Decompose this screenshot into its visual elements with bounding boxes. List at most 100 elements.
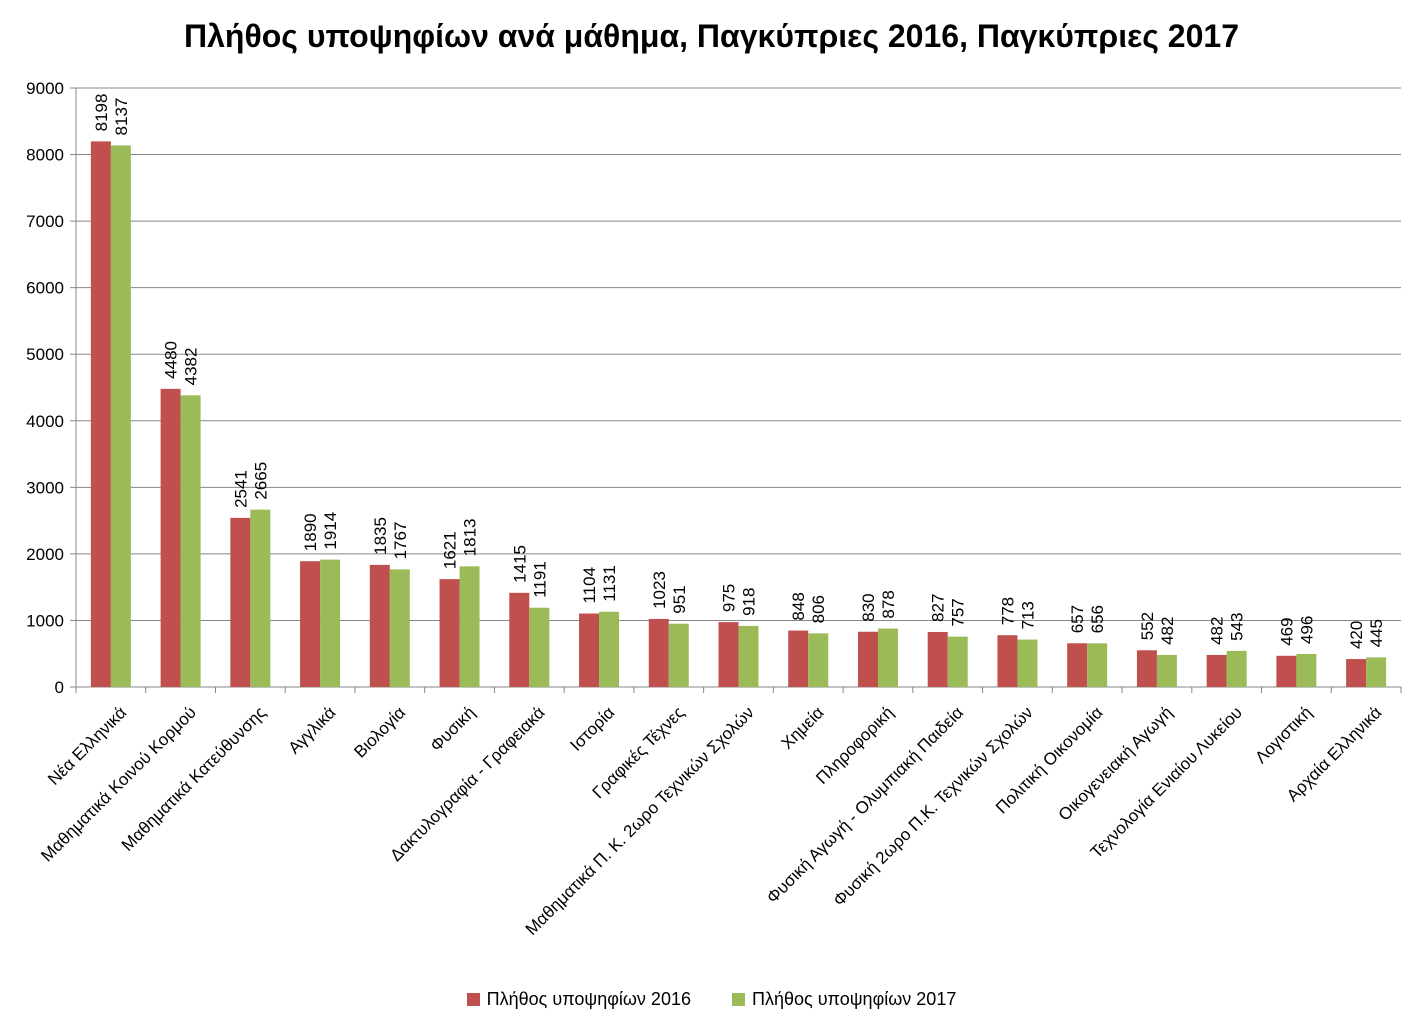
bar-2016 <box>927 631 948 687</box>
data-label-2016: 1621 <box>441 531 460 569</box>
data-label-2017: 1191 <box>530 561 549 598</box>
data-label-2017: 8137 <box>112 98 131 136</box>
data-label-2016: 848 <box>789 592 808 620</box>
data-label-2016: 482 <box>1208 617 1227 645</box>
x-tick-label: Χημεία <box>778 703 828 753</box>
bar-2016 <box>90 141 111 687</box>
x-tick-label: Αγγλικά <box>285 703 340 758</box>
x-tick-label: Τεχνολογία Ενιαίου Λυκείου <box>1087 703 1246 862</box>
bar-2016 <box>300 561 321 687</box>
data-label-2017: 1767 <box>391 522 410 560</box>
data-label-2016: 1890 <box>301 513 320 551</box>
x-tick-label: Λογιστική <box>1251 703 1315 767</box>
y-tick-label: 7000 <box>26 212 64 231</box>
y-tick-labels: 0 1000 2000 3000 4000 5000 6000 7000 8000 9000 <box>26 79 64 697</box>
chart-title: Πλήθος υποψηφίων ανά μάθημα, Παγκύπριες … <box>184 18 1239 54</box>
y-tick-label: 2000 <box>26 545 64 564</box>
y-tick-label: 4000 <box>26 412 64 431</box>
bar-2017 <box>1296 653 1317 687</box>
x-tick-label: Βιολογία <box>350 703 409 762</box>
bar-2016 <box>1206 654 1227 687</box>
bar-2017 <box>320 559 341 687</box>
bar-2017 <box>110 145 131 687</box>
bar-2016 <box>1136 650 1157 687</box>
x-tick-label: Φυσική <box>426 703 478 755</box>
x-tick-label: Οικογενειακή Αγωγή <box>1055 703 1177 825</box>
legend-item-2016: Πλήθος υποψηφίων 2016 <box>466 989 691 1010</box>
data-label-2017: 482 <box>1158 617 1177 645</box>
gridlines <box>76 87 1401 621</box>
data-label-2017: 1914 <box>321 512 340 550</box>
data-label-2017: 656 <box>1088 605 1107 633</box>
y-tick-label: 9000 <box>26 79 64 98</box>
data-label-2016: 1835 <box>371 517 390 555</box>
bar-2017 <box>1226 650 1247 687</box>
data-label-2017: 757 <box>949 598 968 626</box>
legend-swatch-2017 <box>732 993 745 1006</box>
legend-label-2017: Πλήθος υποψηφίων 2017 <box>752 989 957 1009</box>
y-tick-label: 8000 <box>26 146 64 165</box>
bar-2016 <box>509 592 530 687</box>
data-label-2017: 806 <box>809 595 828 623</box>
data-label-2017: 1813 <box>461 519 480 557</box>
y-tick-label: 0 <box>55 678 64 697</box>
y-tick-label: 3000 <box>26 478 64 497</box>
data-label-2017: 445 <box>1367 619 1386 647</box>
data-label-2017: 878 <box>879 590 898 618</box>
bar-2016 <box>369 564 390 687</box>
data-label-2016: 975 <box>720 584 739 612</box>
data-label-2016: 657 <box>1068 605 1087 633</box>
data-label-2016: 830 <box>859 593 878 621</box>
legend: Πλήθος υποψηφίων 2016 Πλήθος υποψηφίων 2… <box>0 989 1423 1011</box>
data-label-2017: 1131 <box>600 565 619 602</box>
data-label-2016: 2541 <box>231 470 250 508</box>
data-label-2017: 2665 <box>251 462 270 500</box>
bar-2017 <box>1017 639 1038 687</box>
data-label-2017: 543 <box>1228 612 1247 640</box>
bar-2017 <box>1156 654 1177 687</box>
data-label-2017: 4382 <box>182 348 201 386</box>
data-label-2016: 469 <box>1277 617 1296 645</box>
bar-2017 <box>529 607 550 687</box>
bar-2016 <box>160 388 181 687</box>
legend-label-2016: Πλήθος υποψηφίων 2016 <box>486 989 691 1009</box>
bar-2016 <box>648 618 669 687</box>
bars <box>90 141 1387 687</box>
data-label-2017: 951 <box>670 585 689 613</box>
data-label-2016: 1415 <box>510 545 529 583</box>
x-tick-label: Ιστορία <box>566 703 618 755</box>
bar-2016 <box>1276 655 1297 687</box>
y-tick-label: 5000 <box>26 345 64 364</box>
data-label-2016: 4480 <box>162 341 181 379</box>
y-tick-label: 1000 <box>26 611 64 630</box>
bar-2017 <box>738 625 759 687</box>
bar-2017 <box>1087 643 1108 687</box>
data-label-2016: 8198 <box>92 94 111 132</box>
data-label-2017: 713 <box>1018 601 1037 629</box>
data-label-2016: 827 <box>929 594 948 622</box>
bar-2017 <box>808 633 829 687</box>
bar-2017 <box>668 623 689 687</box>
bar-2016 <box>1067 643 1088 687</box>
bar-2017 <box>877 628 898 687</box>
data-label-2016: 778 <box>998 597 1017 625</box>
bar-2016 <box>997 635 1018 687</box>
bar-2017 <box>1366 657 1387 687</box>
data-label-2017: 496 <box>1297 616 1316 644</box>
bar-2016 <box>857 631 878 687</box>
legend-swatch-2016 <box>466 993 480 1006</box>
bar-2017 <box>947 636 968 687</box>
x-tick-label: Μαθηματικά Κατεύθυνσης <box>118 703 270 855</box>
data-label-2017: 918 <box>740 588 759 616</box>
bar-2016 <box>439 579 460 687</box>
bar-2016 <box>230 517 251 687</box>
bar-2017 <box>389 569 410 687</box>
bar-2017 <box>459 566 480 687</box>
bar-2016 <box>579 613 600 687</box>
data-label-2016: 420 <box>1347 621 1366 649</box>
y-tick-label: 6000 <box>26 279 64 298</box>
bar-2016 <box>718 622 739 687</box>
data-label-2016: 1023 <box>650 571 669 609</box>
